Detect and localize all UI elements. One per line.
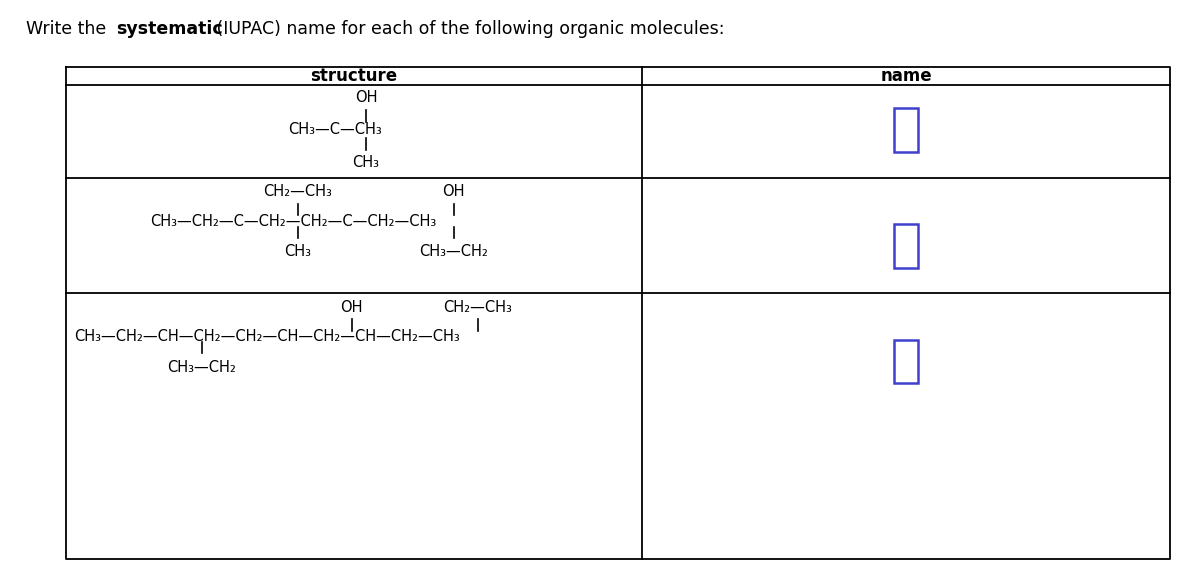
Text: OH: OH — [341, 300, 362, 315]
Text: structure: structure — [311, 67, 397, 85]
Bar — [894, 339, 918, 384]
Text: CH₃—C—CH₃: CH₃—C—CH₃ — [288, 122, 382, 137]
Text: Write the: Write the — [26, 20, 112, 39]
Text: (IUPAC) name for each of the following organic molecules:: (IUPAC) name for each of the following o… — [211, 20, 725, 39]
Text: CH₃—CH₂—C—CH₂—CH₂—C—CH₂—CH₃: CH₃—CH₂—C—CH₂—CH₂—C—CH₂—CH₃ — [150, 214, 437, 229]
Bar — [894, 108, 918, 152]
Bar — [894, 224, 918, 268]
Text: systematic: systematic — [116, 20, 223, 39]
Text: OH: OH — [355, 90, 377, 105]
Text: CH₂—CH₃: CH₂—CH₃ — [443, 300, 512, 315]
Text: CH₃: CH₃ — [284, 244, 311, 259]
Text: CH₃—CH₂: CH₃—CH₂ — [167, 360, 236, 375]
Text: CH₃—CH₂: CH₃—CH₂ — [419, 244, 488, 259]
Text: CH₃—CH₂—CH—CH₂—CH₂—CH—CH₂—CH—CH₂—CH₃: CH₃—CH₂—CH—CH₂—CH₂—CH—CH₂—CH—CH₂—CH₃ — [74, 329, 460, 345]
Text: CH₃: CH₃ — [353, 155, 379, 170]
Text: OH: OH — [443, 184, 464, 199]
Text: name: name — [880, 67, 932, 85]
Text: CH₂—CH₃: CH₂—CH₃ — [263, 184, 332, 199]
